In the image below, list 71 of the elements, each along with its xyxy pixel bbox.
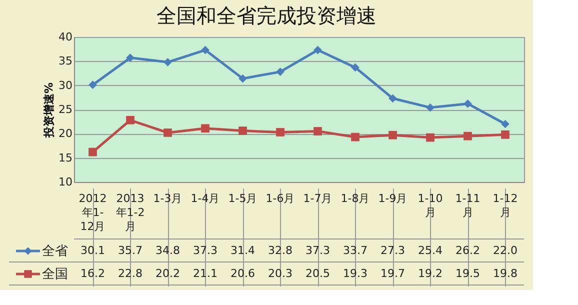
data-label: 19.7 (380, 267, 405, 280)
data-label: 19.3 (343, 267, 368, 280)
data-label: 21.1 (193, 267, 218, 280)
data-label: 16.2 (80, 267, 105, 280)
data-label: 37.3 (306, 244, 330, 257)
point (501, 120, 510, 128)
legend-label: 全省 (42, 244, 68, 259)
data-label: 25.4 (418, 244, 442, 257)
x-tick-label: 1-10月 (418, 192, 443, 219)
point (164, 58, 172, 66)
y-axis-title: 投资增速% (42, 82, 56, 139)
data-label: 33.7 (343, 244, 368, 257)
data-label: 20.5 (306, 267, 330, 280)
point (276, 68, 284, 76)
x-tick-label: 1-6月 (266, 192, 295, 205)
data-label: 32.8 (268, 244, 292, 257)
chart-title: 全国和全省完成投资增速 (156, 4, 376, 28)
point (464, 100, 472, 108)
point (388, 130, 397, 140)
data-label: 20.6 (230, 267, 255, 280)
x-tick-label: 1-7月 (303, 192, 332, 205)
point (201, 46, 210, 54)
point (126, 54, 134, 62)
point (351, 63, 360, 72)
point (88, 80, 97, 90)
data-label: 34.8 (156, 244, 180, 257)
data-label: 22.0 (493, 244, 518, 257)
point (464, 132, 472, 140)
point (426, 133, 434, 142)
point (314, 127, 322, 136)
data-label: 37.3 (193, 244, 218, 257)
point (314, 46, 322, 54)
point (501, 130, 510, 139)
x-tick-label: 1-9月 (378, 192, 408, 205)
data-label: 19.2 (418, 267, 442, 280)
point (238, 74, 247, 83)
data-label: 30.1 (80, 244, 105, 257)
data-label: 22.8 (118, 267, 142, 280)
point (164, 128, 172, 137)
y-tick-label: 25 (58, 103, 72, 116)
point (351, 132, 360, 142)
x-tick-label: 1-3月 (153, 192, 182, 205)
y-tick-label: 10 (58, 176, 72, 188)
data-label: 19.8 (493, 267, 518, 280)
data-label: 20.2 (156, 267, 180, 280)
point (276, 128, 284, 136)
y-tick-label: 30 (58, 78, 72, 92)
y-tick-label: 40 (58, 30, 72, 44)
point (126, 116, 134, 124)
x-tick-label: 1-11月 (455, 192, 480, 219)
data-label: 27.3 (380, 244, 405, 257)
y-tick-label: 35 (58, 54, 72, 68)
y-tick-label: 15 (58, 151, 72, 164)
x-tick-label: 2012年1-12月 (78, 192, 107, 233)
x-tick-label: 2013年1-2月 (116, 192, 145, 233)
x-tick-label: 1-4月 (190, 192, 220, 205)
x-tick-label: 1-12月 (492, 192, 518, 219)
point (426, 103, 434, 112)
data-label: 26.2 (456, 244, 480, 257)
point (388, 94, 397, 103)
data-label: 31.4 (230, 244, 255, 257)
x-tick-label: 1-8月 (340, 192, 370, 205)
y-tick-label: 20 (58, 127, 72, 140)
data-label: 35.7 (118, 244, 142, 257)
data-label: 20.3 (268, 267, 292, 280)
point (201, 124, 210, 133)
legend-label: 全国 (42, 267, 68, 282)
data-label: 19.5 (456, 267, 480, 280)
x-tick-label: 1-5月 (228, 192, 258, 205)
point (88, 148, 97, 156)
point (238, 126, 247, 135)
